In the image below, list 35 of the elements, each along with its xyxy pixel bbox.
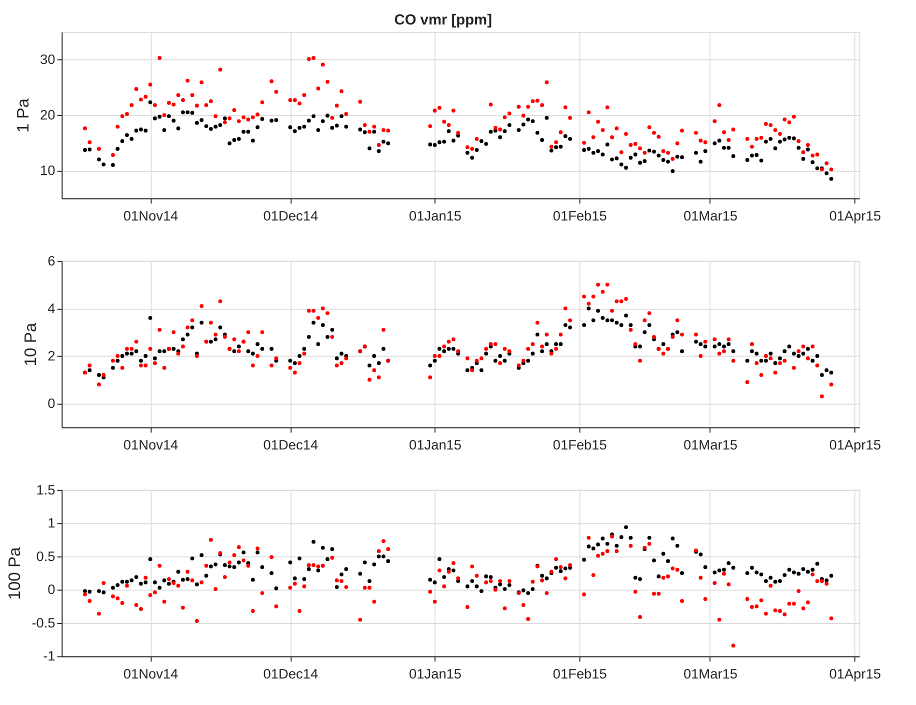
x-tick-label: 01Feb15 bbox=[552, 666, 608, 682]
x-tick-label: 01Mar15 bbox=[683, 437, 738, 452]
y-axis-title: 10 Pa bbox=[20, 322, 40, 366]
x-tick-label: 01Feb15 bbox=[552, 208, 608, 224]
y-axis-title: 1 Pa bbox=[13, 98, 32, 133]
y-tick-label: 0.5 bbox=[36, 548, 56, 564]
y-tick-label: 1.5 bbox=[36, 482, 56, 498]
x-tick-label: 01Nov14 bbox=[123, 666, 179, 682]
x-tick-label: 01Dec14 bbox=[263, 208, 318, 224]
chart-title: CO vmr [ppm] bbox=[394, 12, 492, 29]
x-tick-label: 01Feb15 bbox=[552, 437, 608, 452]
y-tick-label: 20 bbox=[40, 107, 56, 122]
y-tick-label: 2 bbox=[48, 348, 56, 364]
x-tick-label: 01Apr15 bbox=[829, 208, 882, 224]
x-tick-label: 01Mar15 bbox=[683, 208, 738, 224]
y-tick-label: -1 bbox=[43, 648, 56, 664]
y-tick-label: 6 bbox=[48, 253, 56, 268]
y-tick-label: -0.5 bbox=[32, 615, 56, 630]
x-tick-label: 01Mar15 bbox=[683, 666, 738, 682]
y-tick-label: 1 bbox=[48, 516, 56, 531]
x-tick-label: 01Dec14 bbox=[263, 666, 318, 682]
y-axis-title: 100 Pa bbox=[4, 546, 24, 600]
y-tick-label: 0 bbox=[48, 396, 56, 411]
y-tick-label: 10 bbox=[40, 162, 56, 178]
y-tick-label: 30 bbox=[40, 52, 56, 68]
x-tick-label: 01Jan15 bbox=[409, 666, 462, 682]
x-tick-label: 01Jan15 bbox=[409, 437, 462, 452]
x-tick-label: 01Nov14 bbox=[123, 437, 179, 452]
x-tick-label: 01Nov14 bbox=[123, 208, 179, 224]
x-tick-label: 01Apr15 bbox=[829, 666, 882, 682]
x-tick-label: 01Jan15 bbox=[409, 208, 462, 224]
y-tick-label: 0 bbox=[48, 582, 56, 598]
x-tick-label: 01Apr15 bbox=[829, 437, 882, 452]
y-tick-label: 4 bbox=[48, 300, 56, 316]
x-tick-label: 01Dec14 bbox=[263, 437, 318, 452]
